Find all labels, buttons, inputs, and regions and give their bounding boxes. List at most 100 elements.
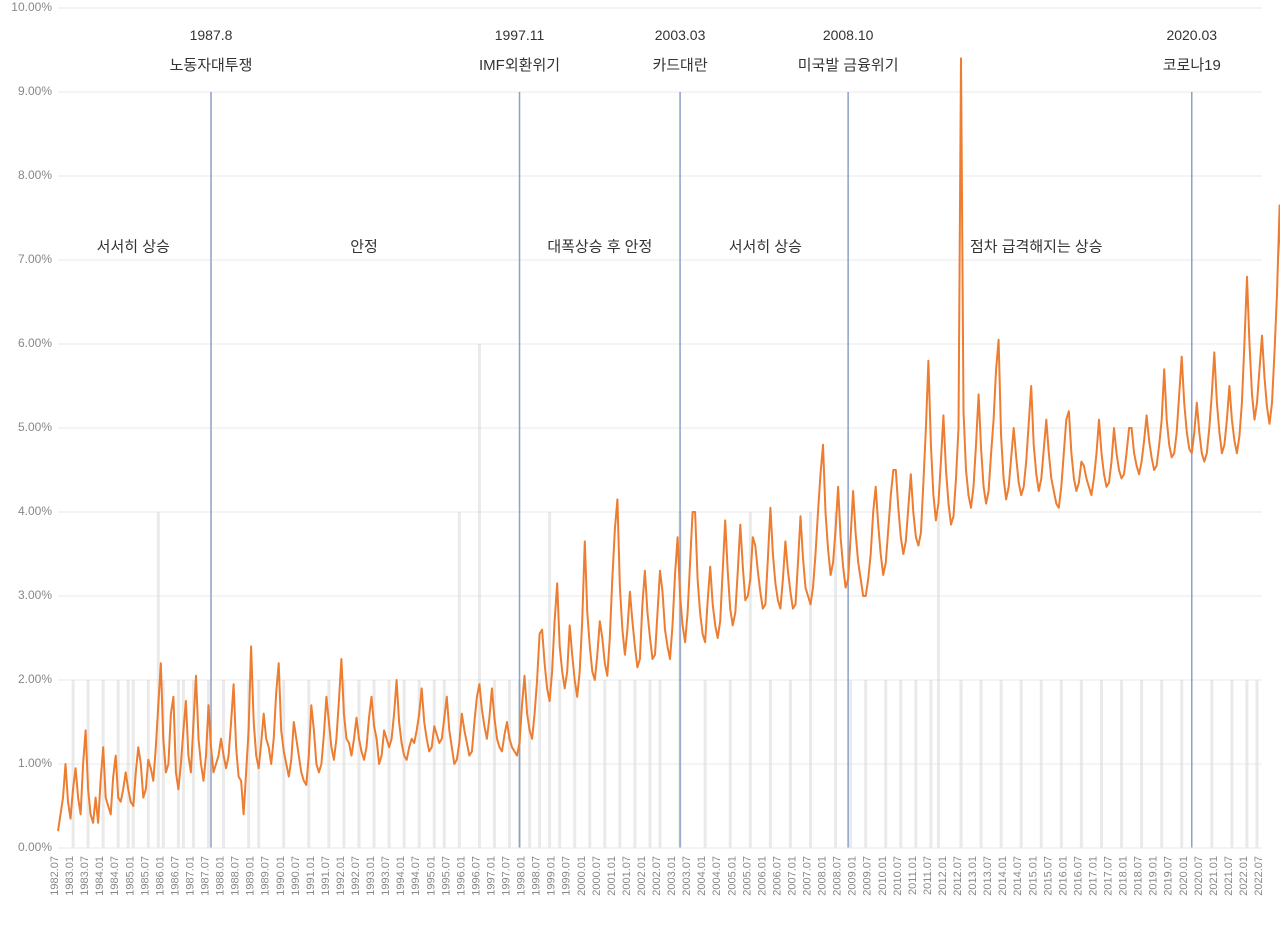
x-tick-label: 2001.07: [621, 856, 633, 896]
y-tick-label: 7.00%: [18, 252, 52, 266]
x-tick-label: 1982.07: [49, 856, 61, 896]
x-tick-label: 2006.07: [771, 856, 783, 896]
event-name-label: 카드대란: [652, 57, 707, 74]
x-tick-label: 2021.01: [1208, 856, 1220, 896]
x-tick-label: 1990.01: [275, 856, 287, 896]
x-tick-label: 1992.01: [335, 856, 347, 896]
y-tick-label: 9.00%: [18, 84, 52, 98]
x-tick-label: 1986.01: [154, 856, 166, 896]
x-tick-label: 2011.01: [907, 856, 919, 895]
y-tick-label: 8.00%: [18, 168, 52, 182]
x-tick-label: 2018.07: [1133, 856, 1145, 896]
region-label: 서서히 상승: [729, 239, 802, 256]
x-tick-label: 2002.01: [636, 856, 648, 896]
y-tick-label: 4.00%: [18, 504, 52, 518]
x-tick-label: 2013.01: [967, 856, 979, 896]
chart-container: 0.00% 1.00% 2.00% 3.00% 4.00% 5.00% 6.00% 7.00%…: [0, 0, 1280, 925]
x-tick-label: 2016.01: [1057, 856, 1069, 896]
x-tick-label: 1990.07: [290, 856, 302, 896]
x-tick-label: 1994.07: [410, 856, 422, 896]
x-tick-label: 2014.07: [1012, 856, 1024, 896]
x-tick-label: 1991.01: [305, 856, 317, 896]
x-tick-label: 1988.01: [215, 856, 227, 896]
region-label: 점차 급격해지는 상승: [970, 239, 1103, 256]
x-tick-label: 2001.01: [606, 856, 618, 896]
x-tick-label: 2005.01: [726, 856, 738, 896]
y-tick-label: 10.00%: [11, 0, 52, 14]
event-date-label: 1987.8: [190, 27, 233, 43]
event-name-label: 코로나19: [1163, 57, 1221, 74]
x-tick-label: 2012.01: [937, 856, 949, 896]
region-label: 대폭상승 후 안정: [547, 239, 652, 256]
x-tick-label: 1991.07: [320, 856, 332, 896]
event-date-label: 2020.03: [1166, 27, 1217, 43]
x-tick-label: 1989.01: [245, 856, 257, 896]
event-date-label: 2008.10: [823, 27, 874, 43]
x-tick-label: 2000.01: [576, 856, 588, 896]
x-tick-label: 1994.01: [395, 856, 407, 896]
x-tick-label: 1993.01: [365, 856, 377, 896]
x-tick-label: 2007.07: [802, 856, 814, 896]
x-tick-label: 2015.07: [1042, 856, 1054, 896]
event-date-label: 1997.11: [495, 27, 545, 43]
x-tick-label: 2020.01: [1178, 856, 1190, 896]
chart-svg: 0.00% 1.00% 2.00% 3.00% 4.00% 5.00% 6.00% 7.00%…: [0, 0, 1280, 925]
x-tick-label: 2007.01: [786, 856, 798, 896]
x-tick-label: 2004.01: [696, 856, 708, 896]
x-tick-label: 1996.07: [470, 856, 482, 896]
event-date-label: 2003.03: [655, 27, 706, 43]
x-tick-label: 2017.01: [1087, 856, 1099, 896]
x-tick-label: 2011.07: [922, 856, 934, 895]
x-tick-label: 1983.07: [79, 856, 91, 896]
y-tick-label: 3.00%: [18, 588, 52, 602]
x-tick-label: 2016.07: [1072, 856, 1084, 896]
x-tick-label: 1998.01: [516, 856, 528, 896]
x-tick-label: 2019.01: [1148, 856, 1160, 896]
event-name-label: IMF외환위기: [479, 57, 560, 74]
x-tick-label: 1998.07: [531, 856, 543, 896]
y-tick-label: 6.00%: [18, 336, 52, 350]
x-tick-label: 2003.07: [681, 856, 693, 896]
x-tick-label: 1996.01: [455, 856, 467, 896]
x-tick-label: 1997.01: [485, 856, 497, 896]
x-tick-label: 2020.07: [1193, 856, 1205, 896]
y-tick-label: 0.00%: [18, 840, 52, 854]
x-tick-label: 1995.01: [425, 856, 437, 896]
y-tick-label: 1.00%: [18, 756, 52, 770]
x-tick-label: 2015.01: [1027, 856, 1039, 896]
x-tick-label: 2010.07: [892, 856, 904, 896]
x-tick-label: 2017.07: [1103, 856, 1115, 896]
x-tick-label: 2018.01: [1118, 856, 1130, 896]
y-tick-label: 5.00%: [18, 420, 52, 434]
x-tick-label: 1989.07: [260, 856, 272, 896]
x-tick-label: 1992.07: [350, 856, 362, 896]
x-tick-label: 2003.01: [666, 856, 678, 896]
x-tick-label: 1984.07: [109, 856, 121, 896]
x-tick-label: 2000.07: [591, 856, 603, 896]
x-tick-label: 2006.01: [756, 856, 768, 896]
x-tick-label: 1999.07: [561, 856, 573, 896]
x-tick-label: 2021.07: [1223, 856, 1235, 896]
x-tick-label: 1988.07: [230, 856, 242, 896]
event-name-label: 노동자대투쟁: [170, 57, 253, 74]
region-label: 안정: [350, 239, 378, 256]
x-tick-label: 2019.07: [1163, 856, 1175, 896]
x-tick-label: 2022.07: [1253, 856, 1265, 896]
x-tick-label: 1985.07: [139, 856, 151, 896]
x-tick-label: 1995.07: [440, 856, 452, 896]
region-label: 서서히 상승: [97, 239, 170, 256]
x-tick-label: 2012.07: [952, 856, 964, 896]
x-tick-label: 2008.07: [832, 856, 844, 896]
x-tick-label: 2009.01: [847, 856, 859, 896]
x-tick-label: 1987.01: [184, 856, 196, 896]
x-tick-label: 1987.07: [200, 856, 212, 896]
x-tick-label: 2014.01: [997, 856, 1009, 896]
x-tick-label: 2002.07: [651, 856, 663, 896]
x-tick-label: 1985.01: [124, 856, 136, 896]
x-tick-label: 2009.07: [862, 856, 874, 896]
y-tick-label: 2.00%: [18, 672, 52, 686]
x-tick-label: 1993.07: [380, 856, 392, 896]
x-tick-label: 2013.07: [982, 856, 994, 896]
x-tick-label: 2008.01: [817, 856, 829, 896]
event-name-label: 미국발 금융위기: [798, 57, 899, 74]
